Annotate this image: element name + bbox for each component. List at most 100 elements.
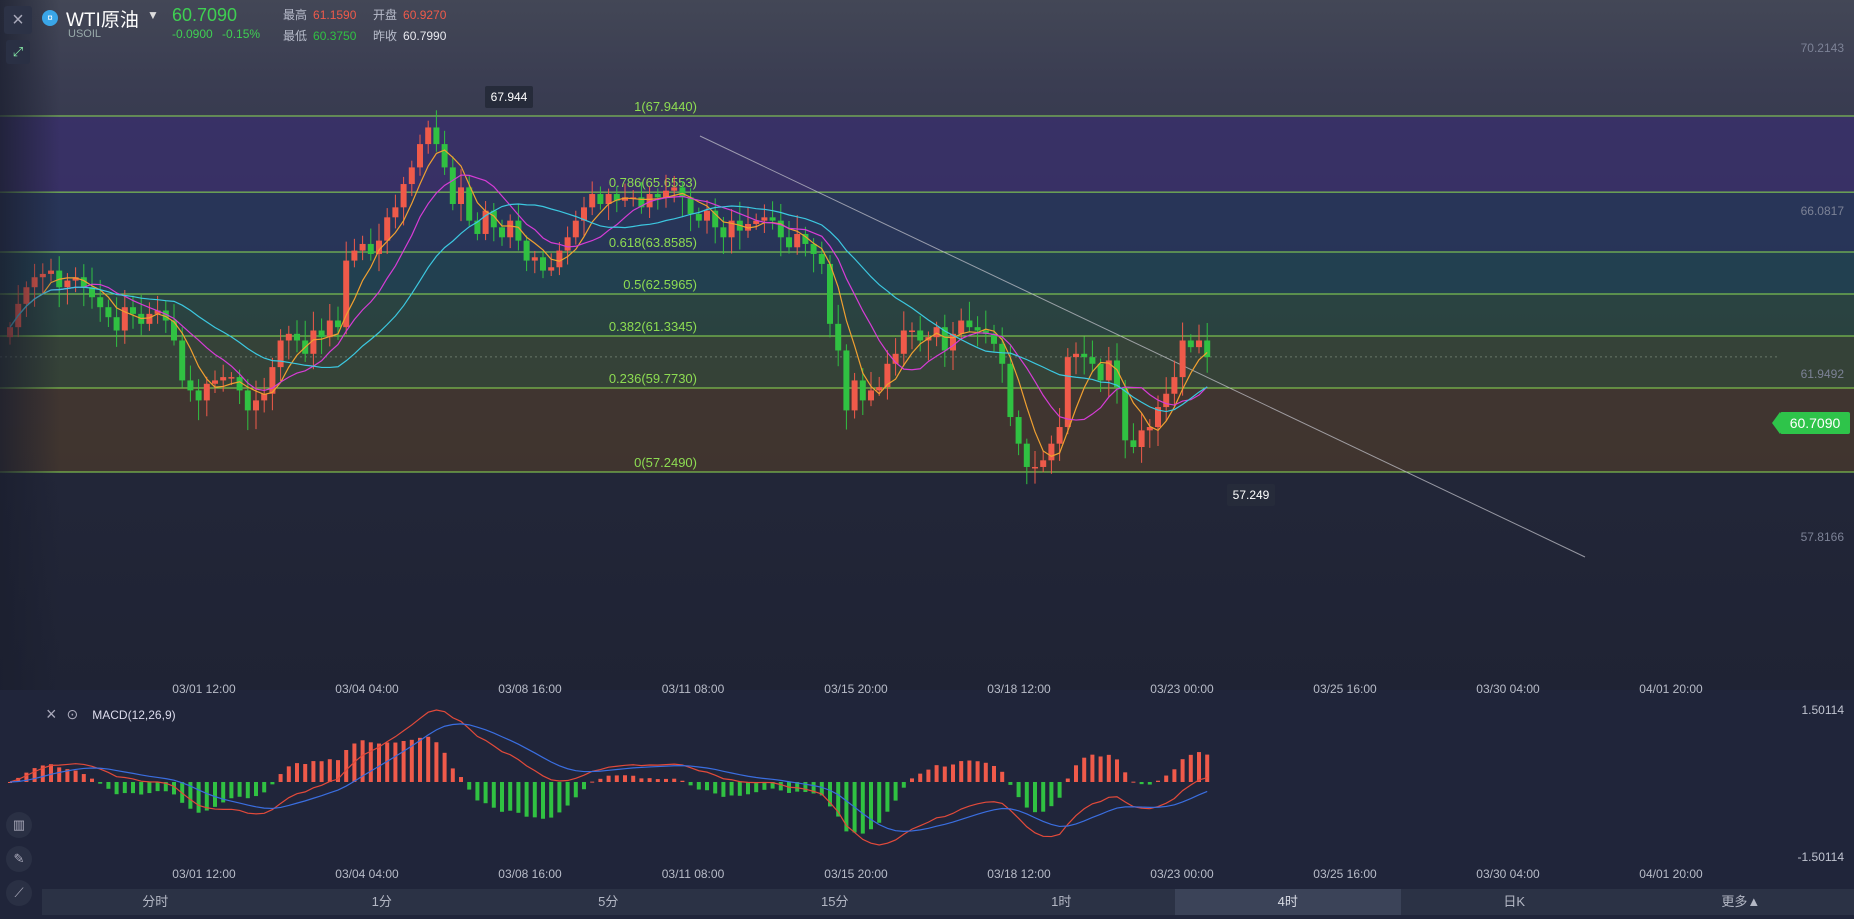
candle-body [253, 400, 259, 411]
candle-body [769, 217, 776, 221]
candlestick-icon[interactable]: ▥ [6, 812, 32, 838]
timeframe-tab[interactable]: 1时 [1051, 894, 1072, 909]
macd-histogram-bar [803, 782, 808, 793]
line-chart-icon[interactable]: ⟋ [6, 880, 32, 906]
candle-body [97, 297, 104, 308]
candle-body [310, 330, 317, 354]
candle-body [999, 343, 1006, 364]
stat-high-label: 最高 [283, 8, 308, 22]
candle-body [663, 190, 669, 198]
macd-histogram-bar [377, 743, 381, 782]
timeframe-tab[interactable]: 15分 [821, 894, 849, 909]
macd-histogram-bar [1205, 754, 1210, 782]
macd-histogram-bar [770, 782, 775, 789]
fib-label: 0.618(63.8585) [609, 235, 697, 250]
macd-histogram-bar [1082, 757, 1087, 782]
candle-body [917, 330, 924, 341]
candle-body [1187, 340, 1194, 348]
draw-tool-icon[interactable]: ⤢ [6, 40, 30, 64]
stat-open: 开盘 60.9270 [373, 6, 446, 23]
price-marker-box [1227, 484, 1275, 506]
stat-open-value: 60.9270 [403, 8, 447, 22]
candle-body [712, 210, 719, 228]
macd-histogram-bar [582, 782, 586, 790]
time-axis-label: 03/18 12:00 [987, 682, 1051, 696]
timeframe-tab-active[interactable]: 4时 [1174, 889, 1401, 915]
macd-axis-top: 1.50114 [1802, 703, 1845, 717]
current-price: 60.7090 [172, 5, 238, 25]
candle-body [818, 253, 825, 264]
candle-body [646, 194, 653, 208]
price-marker-label: 57.249 [1233, 488, 1270, 502]
macd-histogram-bar [1098, 756, 1103, 782]
macd-histogram-bar [967, 760, 972, 782]
macd-histogram-bar [73, 770, 78, 782]
macd-histogram-bar [926, 769, 931, 782]
macd-histogram-bar [1164, 775, 1169, 782]
macd-histogram-bar [278, 774, 283, 782]
candle-body [892, 353, 899, 364]
candle-body [1105, 360, 1112, 381]
macd-histogram-bar [942, 766, 947, 782]
candle-body [876, 387, 883, 391]
macd-histogram-bar [122, 782, 127, 794]
price-axis-label: 61.9492 [1801, 367, 1845, 381]
candle-body [154, 310, 161, 314]
timeframe-tab[interactable]: 5分 [598, 894, 619, 909]
time-axis-label-macd: 03/18 12:00 [987, 867, 1051, 881]
macd-histogram-bar [541, 782, 545, 819]
timeframe-tab[interactable]: 日K [1503, 894, 1526, 909]
macd-histogram-bar [573, 782, 578, 798]
macd-histogram-bar [1180, 759, 1185, 782]
macd-histogram-bar [114, 782, 119, 795]
macd-histogram-bar [631, 775, 636, 782]
macd-histogram-bar [500, 782, 504, 812]
close-icon[interactable]: × [46, 704, 57, 724]
macd-dif-line [9, 709, 1208, 846]
macd-histogram-bar [992, 765, 996, 782]
time-axis-label-macd: 03/04 04:00 [335, 867, 399, 881]
macd-histogram-bar [245, 782, 250, 799]
candle-body [777, 220, 784, 238]
candle-body [1015, 417, 1022, 444]
time-axis-label: 03/23 00:00 [1150, 682, 1214, 696]
candle-body [1204, 340, 1211, 358]
candle-body [810, 243, 817, 254]
candle-body [433, 127, 440, 145]
candle-body [277, 340, 284, 368]
candle-body [294, 333, 300, 341]
macd-histogram-bar [319, 761, 324, 782]
candle-body [1064, 357, 1071, 428]
macd-histogram-bar [1016, 782, 1021, 798]
timeframe-tab[interactable]: 分时 [142, 894, 169, 909]
candle-body [704, 210, 710, 221]
candle-body [318, 330, 325, 338]
candle-body [950, 333, 956, 351]
time-axis-label-macd: 03/30 04:00 [1476, 867, 1540, 881]
moving-average-line [9, 203, 1208, 413]
macd-histogram-bar [910, 778, 914, 782]
candle-body [113, 317, 120, 331]
candle-body [474, 220, 481, 234]
timeframe-tab[interactable]: 1分 [371, 894, 392, 909]
candle-body [72, 277, 79, 281]
timeframe-more[interactable]: 更多▲ [1721, 894, 1761, 909]
candle-body [1171, 377, 1178, 394]
chevron-down-icon[interactable]: ▼ [147, 8, 159, 22]
gear-icon[interactable]: ⊙ [66, 706, 79, 722]
pencil-icon[interactable]: ✎ [6, 846, 32, 872]
macd-histogram-bar [647, 778, 652, 782]
symbol-name[interactable]: WTI原油 [66, 10, 139, 31]
macd-histogram-bar [131, 782, 135, 794]
candle-body [909, 330, 915, 332]
candle-body [417, 144, 423, 168]
candle-body [941, 327, 948, 351]
macd-histogram-bar [680, 780, 685, 782]
time-axis-label: 03/11 08:00 [662, 682, 725, 696]
candle-body [761, 217, 768, 221]
stat-high-value: 61.1590 [313, 8, 357, 22]
close-icon[interactable]: × [4, 6, 32, 34]
macd-histogram-bar [983, 762, 988, 782]
macd-histogram-bar [1188, 754, 1193, 782]
